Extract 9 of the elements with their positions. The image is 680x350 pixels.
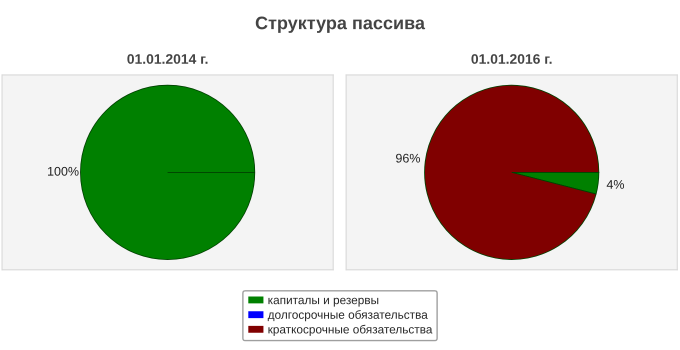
- data-label: 96%: [396, 154, 420, 163]
- legend-label: долгосрочные обязательства: [268, 310, 428, 322]
- data-label: 100%: [48, 166, 79, 176]
- legend-label: капиталы и резервы: [268, 298, 378, 307]
- chart-title: Структура пассива: [256, 16, 426, 33]
- legend-label: краткосрочные обязательства: [268, 324, 432, 336]
- chart-subtitle: 01.01.2016 г.: [471, 54, 552, 64]
- data-label: 4%: [606, 180, 624, 189]
- chart-subtitle: 01.01.2014 г.: [127, 54, 208, 64]
